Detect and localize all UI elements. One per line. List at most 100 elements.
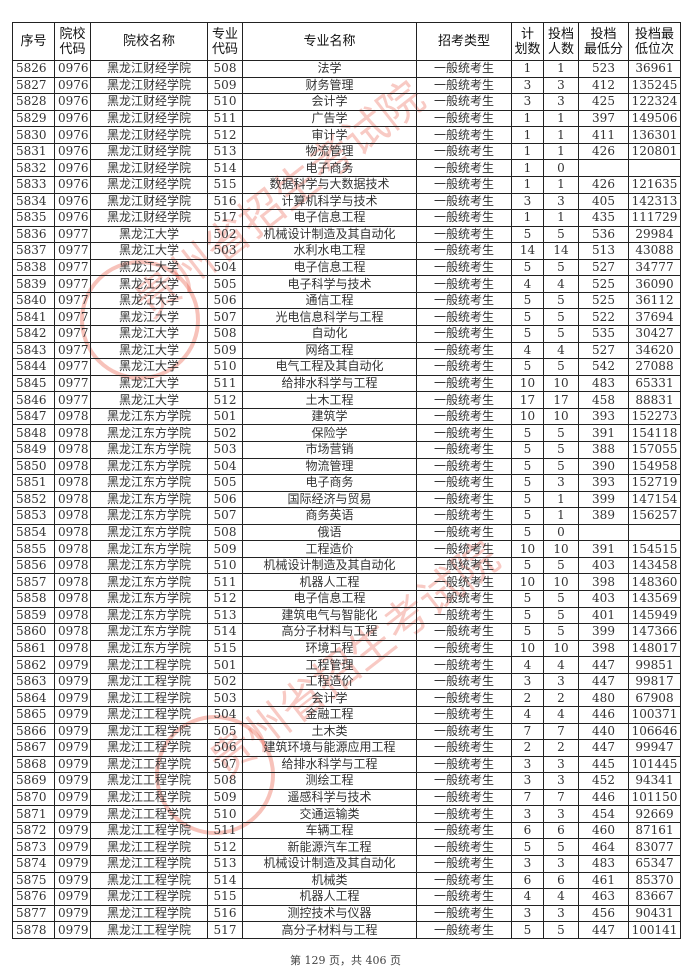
cell-exam-type: 一般统考生: [416, 821, 512, 840]
cell-admitted-count: 5: [543, 325, 579, 343]
cell-admitted-count: 1: [543, 142, 579, 161]
cell-plan-count: 1: [511, 209, 544, 227]
cell-major-code: 506: [207, 490, 243, 509]
cell-admitted-count: 7: [543, 788, 579, 807]
cell-plan-count: 5: [511, 325, 544, 343]
cell-seq: 5845: [12, 374, 55, 393]
cell-seq: 5828: [12, 93, 55, 111]
cell-major-name: 电子商务: [242, 474, 417, 492]
table-row: 5855 0978 黑龙江东方学院 509 工程造价 一般统考生 10 10 391 154515: [12, 540, 681, 558]
cell-major-name: 国际经济与贸易: [242, 490, 417, 509]
table-row: 5870 0979 黑龙江工程学院 509 遥感科学与技术 一般统考生 7 7 446 10115…: [12, 788, 681, 807]
cell-major-name: 机械设计制造及其自动化: [242, 855, 417, 873]
cell-min-score: 463: [578, 888, 629, 906]
cell-school-code: 0979: [54, 871, 91, 890]
cell-major-name: 环境工程: [242, 639, 417, 658]
cell-school-code: 0978: [54, 590, 91, 608]
cell-major-name: 给排水科学与工程: [242, 374, 417, 393]
cell-plan-count: 6: [511, 821, 544, 840]
cell-admitted-count: 5: [543, 358, 579, 376]
cell-min-score: 536: [578, 225, 629, 244]
cell-school-code: 0976: [54, 192, 91, 211]
cell-min-rank: 85370: [628, 871, 681, 890]
cell-min-rank: 92669: [628, 805, 681, 823]
cell-major-code: 512: [207, 391, 243, 409]
cell-plan-count: 10: [511, 540, 544, 558]
cell-exam-type: 一般统考生: [416, 656, 512, 674]
cell-seq: 5878: [12, 921, 55, 939]
cell-admitted-count: 3: [543, 772, 579, 790]
table-row: 5832 0976 黑龙江财经学院 514 电子商务 一般统考生 1 0: [12, 159, 681, 177]
cell-exam-type: 一般统考生: [416, 623, 512, 641]
cell-school-name: 黑龙江财经学院: [90, 209, 208, 227]
cell-exam-type: 一般统考生: [416, 672, 512, 691]
cell-admitted-count: 1: [543, 109, 579, 128]
cell-exam-type: 一般统考生: [416, 175, 512, 194]
cell-seq: 5834: [12, 192, 55, 211]
table-row: 5861 0978 黑龙江东方学院 515 环境工程 一般统考生 10 10 398 148017: [12, 639, 681, 658]
cell-plan-count: 4: [511, 656, 544, 674]
cell-min-rank: 143569: [628, 590, 681, 608]
table-row: 5827 0976 黑龙江财经学院 509 财务管理 一般统考生 3 3 412 135245: [12, 76, 681, 95]
cell-seq: 5864: [12, 689, 55, 707]
cell-min-score: 483: [578, 374, 629, 393]
cell-major-code: 514: [207, 623, 243, 641]
cell-min-score: 458: [578, 391, 629, 409]
cell-school-name: 黑龙江大学: [90, 308, 208, 326]
cell-exam-type: 一般统考生: [416, 242, 512, 260]
cell-plan-count: 10: [511, 407, 544, 426]
cell-admitted-count: 10: [543, 374, 579, 393]
cell-school-code: 0979: [54, 739, 91, 757]
cell-school-code: 0978: [54, 490, 91, 509]
cell-school-name: 黑龙江工程学院: [90, 821, 208, 840]
cell-major-name: 建筑环境与能源应用工程: [242, 739, 417, 757]
cell-school-name: 黑龙江大学: [90, 391, 208, 409]
cell-min-score: 411: [578, 126, 629, 144]
cell-plan-count: 1: [511, 109, 544, 128]
cell-school-code: 0978: [54, 540, 91, 558]
cell-school-name: 黑龙江东方学院: [90, 590, 208, 608]
cell-plan-count: 5: [511, 225, 544, 244]
cell-min-score: 391: [578, 540, 629, 558]
cell-min-score: 390: [578, 457, 629, 476]
cell-exam-type: 一般统考生: [416, 921, 512, 939]
cell-min-score: 452: [578, 772, 629, 790]
table-row: 5863 0979 黑龙江工程学院 502 工程造价 一般统考生 3 3 447 99817: [12, 672, 681, 691]
cell-seq: 5850: [12, 457, 55, 476]
header-exam-type: 招考类型: [416, 22, 512, 61]
cell-school-code: 0979: [54, 888, 91, 906]
cell-min-rank: 65347: [628, 855, 681, 873]
cell-admitted-count: 10: [543, 573, 579, 591]
cell-school-code: 0979: [54, 722, 91, 741]
cell-major-name: 审计学: [242, 126, 417, 144]
cell-plan-count: 3: [511, 192, 544, 211]
cell-exam-type: 一般统考生: [416, 689, 512, 707]
cell-school-code: 0977: [54, 308, 91, 326]
table-row: 5828 0976 黑龙江财经学院 510 会计学 一般统考生 3 3 425 122324: [12, 93, 681, 111]
cell-admitted-count: 3: [543, 755, 579, 774]
cell-major-code: 514: [207, 159, 243, 177]
cell-exam-type: 一般统考生: [416, 341, 512, 360]
cell-major-name: 金融工程: [242, 705, 417, 724]
cell-school-name: 黑龙江大学: [90, 341, 208, 360]
cell-min-score: 398: [578, 573, 629, 591]
cell-major-name: 物流管理: [242, 142, 417, 161]
cell-exam-type: 一般统考生: [416, 523, 512, 542]
cell-school-name: 黑龙江财经学院: [90, 126, 208, 144]
cell-major-code: 515: [207, 175, 243, 194]
cell-plan-count: 1: [511, 60, 544, 78]
cell-admitted-count: 4: [543, 656, 579, 674]
cell-major-code: 501: [207, 407, 243, 426]
cell-major-name: 测控技术与仪器: [242, 904, 417, 923]
cell-min-score: 527: [578, 341, 629, 360]
cell-admitted-count: 5: [543, 838, 579, 856]
header-school-name: 院校名称: [90, 22, 208, 61]
cell-min-rank: 83077: [628, 838, 681, 856]
cell-school-name: 黑龙江工程学院: [90, 788, 208, 807]
cell-exam-type: 一般统考生: [416, 739, 512, 757]
cell-major-code: 507: [207, 308, 243, 326]
cell-min-rank: 152273: [628, 407, 681, 426]
cell-plan-count: 3: [511, 855, 544, 873]
cell-school-code: 0978: [54, 457, 91, 476]
cell-min-rank: 149506: [628, 109, 681, 128]
